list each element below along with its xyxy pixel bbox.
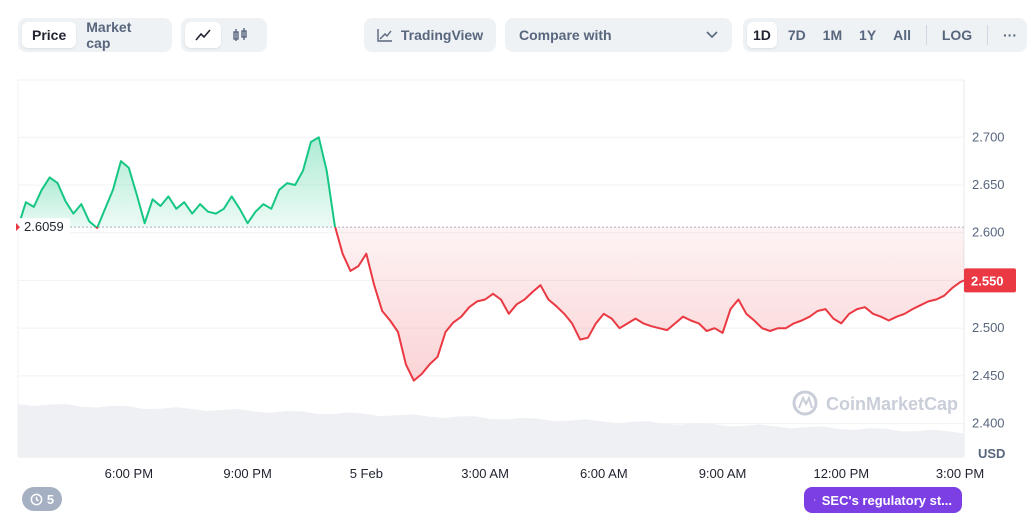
baseline-marker: [16, 223, 20, 232]
area-above-baseline: [97, 137, 336, 228]
x-tick-label: 6:00 PM: [105, 466, 153, 481]
history-count: 5: [46, 491, 55, 507]
range-1y[interactable]: 1Y: [859, 27, 877, 43]
candlestick-icon[interactable]: [221, 22, 259, 48]
price-line-down: [95, 226, 99, 229]
watermark: CoinMarketCap: [792, 390, 958, 416]
chart-type-switch: [181, 18, 267, 52]
area-above-baseline: [18, 177, 97, 228]
range-divider-2: [987, 25, 989, 45]
price-labels: 2.6059 2.550: [16, 218, 1016, 293]
lightning-icon: [814, 498, 816, 502]
price-areas: [18, 137, 964, 381]
chevron-down-icon: [706, 31, 718, 39]
price-line-up: [17, 176, 97, 228]
x-tick-label: 3:00 PM: [936, 466, 984, 481]
y-axis-unit: USD: [978, 446, 1005, 461]
x-tick-label: 9:00 PM: [223, 466, 271, 481]
tradingview-label: TradingView: [400, 27, 484, 43]
price-lines: [17, 136, 965, 382]
volume-band: [18, 404, 964, 457]
y-tick-label: 2.600: [972, 225, 1005, 240]
x-tick-label: 3:00 AM: [461, 466, 509, 481]
y-tick-label: 2.400: [972, 416, 1005, 431]
current-price-label: 2.550: [971, 273, 1004, 288]
baseline-label: 2.6059: [24, 219, 64, 234]
view-switch: Price Market cap: [18, 18, 172, 52]
y-tick-label: 2.700: [972, 129, 1005, 144]
baseline-label-bg: [18, 218, 70, 237]
price-line-up: [96, 136, 337, 228]
x-axis: 6:00 PM 9:00 PM 5 Feb 3:00 AM 6:00 AM 9:00 AM…: [105, 466, 985, 481]
tab-market-cap[interactable]: Market cap: [86, 19, 132, 51]
range-all[interactable]: All: [893, 27, 911, 43]
x-tick-label: 9:00 AM: [699, 466, 747, 481]
price-line-down: [334, 226, 965, 382]
tab-price[interactable]: Price: [22, 22, 77, 48]
clock-history-icon: [30, 493, 43, 505]
range-7d[interactable]: 7D: [787, 27, 806, 43]
x-tick-label: 12:00 PM: [813, 466, 869, 481]
compare-label: Compare with: [519, 27, 612, 43]
current-price-bg: [964, 268, 1016, 293]
line-chart-icon[interactable]: [185, 22, 221, 48]
news-badge[interactable]: SEC's regulatory st...: [804, 487, 962, 513]
volume-area: [18, 404, 964, 457]
range-switch: 1D 7D 1M 1Y All LOG ···: [743, 18, 1027, 52]
range-1m[interactable]: 1M: [822, 27, 843, 43]
range-divider: [925, 25, 927, 45]
y-axis: 2.400 2.450 2.500 2.550 2.600 2.650 2.700 USD: [972, 129, 1005, 461]
y-tick-label: 2.500: [972, 320, 1005, 335]
watermark-text: CoinMarketCap: [826, 394, 958, 414]
x-tick-label: 6:00 AM: [580, 466, 628, 481]
y-tick-label: 2.650: [972, 177, 1005, 192]
news-label: SEC's regulatory st...: [821, 492, 952, 508]
x-tick-label: 5 Feb: [350, 466, 383, 481]
area-below-baseline: [335, 227, 964, 381]
log-scale-toggle[interactable]: LOG: [941, 27, 973, 43]
history-badge[interactable]: 5: [22, 487, 62, 511]
more-options-button[interactable]: ···: [1003, 27, 1017, 43]
compare-select[interactable]: Compare with: [505, 18, 732, 52]
range-1d[interactable]: 1D: [747, 22, 777, 48]
chart-toolbar: Price Market cap TradingView Compare wit…: [18, 18, 1028, 52]
y-tick-label: 2.450: [972, 368, 1005, 383]
tradingview-button[interactable]: TradingView: [364, 18, 496, 52]
trend-icon: [377, 29, 392, 42]
